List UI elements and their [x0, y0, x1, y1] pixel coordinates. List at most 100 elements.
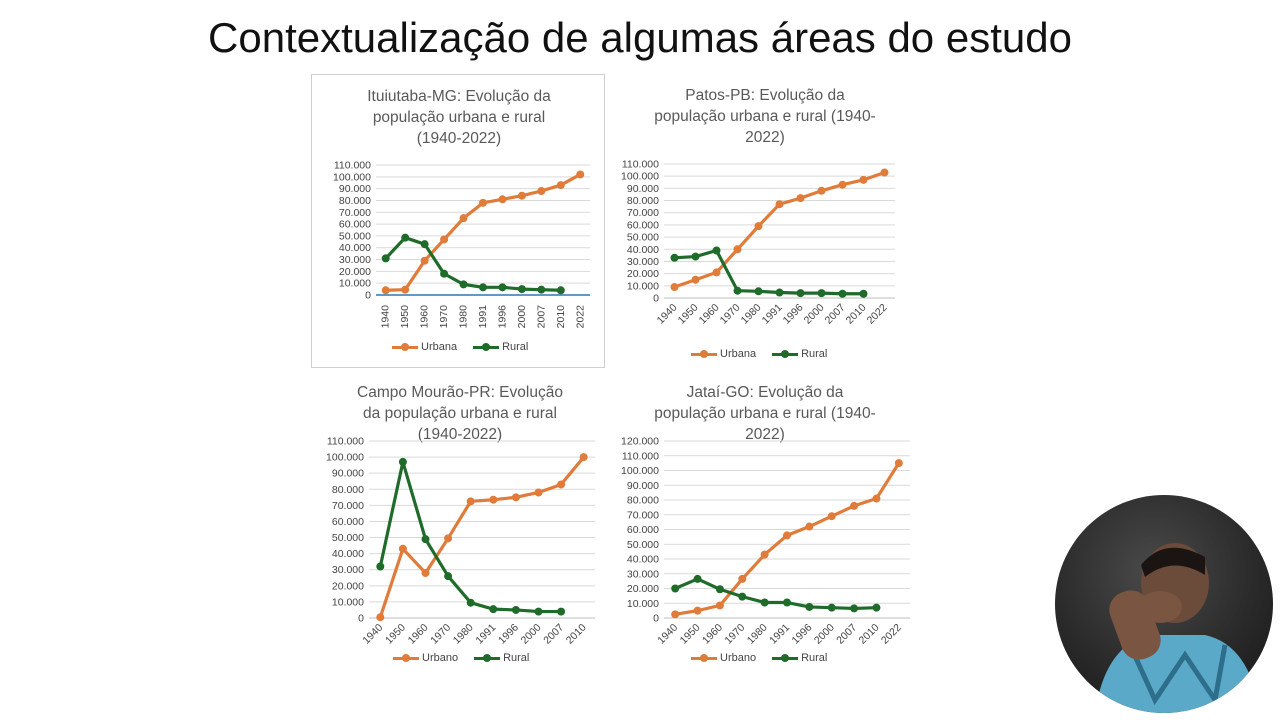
legend-item-rural: Rural	[474, 652, 529, 664]
x-tick-label: 2022	[574, 305, 586, 329]
x-tick-label: 2000	[802, 302, 827, 327]
data-point-urbano	[760, 550, 769, 559]
data-point-rural	[715, 585, 724, 594]
chart-plot: 010.00020.00030.00040.00050.00060.00070.…	[621, 159, 895, 327]
x-tick-label: 1991	[760, 302, 785, 327]
x-tick-label: 1950	[676, 302, 701, 327]
legend-item-urbana: Urbana	[392, 341, 457, 353]
y-tick-label: 50.000	[627, 232, 659, 244]
y-tick-label: 70.000	[339, 207, 371, 219]
chart-jatai[interactable]: Jataí-GO: Evolução da população urbana e…	[605, 374, 925, 674]
data-point-urbano	[376, 613, 385, 622]
x-tick-label: 1940	[655, 622, 680, 647]
legend-item-rural: Rural	[772, 652, 827, 664]
y-tick-label: 90.000	[332, 468, 364, 480]
slide-title: Contextualização de algumas áreas do est…	[208, 14, 1072, 61]
data-point-rural	[498, 283, 507, 292]
legend-label: Urbana	[720, 348, 757, 360]
x-tick-label: 1970	[718, 302, 743, 327]
data-point-rural	[398, 457, 407, 466]
data-point-urbano	[783, 531, 791, 540]
y-tick-label: 90.000	[339, 183, 371, 195]
data-point-rural	[850, 604, 859, 613]
series-line-urbana	[673, 171, 886, 289]
legend-label: Rural	[801, 348, 828, 360]
data-point-urbano	[738, 574, 747, 583]
legend-item-urbano: Urbano	[691, 652, 756, 664]
y-tick-label: 40.000	[332, 548, 364, 560]
y-tick-label: 60.000	[332, 516, 364, 528]
y-tick-label: 100.000	[326, 452, 364, 464]
data-point-urbano	[489, 495, 498, 504]
x-tick-label: 1980	[745, 622, 770, 647]
y-tick-label: 70.000	[627, 207, 659, 219]
y-tick-label: 80.000	[627, 195, 659, 207]
data-point-urbano	[511, 493, 520, 502]
data-point-rural	[859, 289, 868, 298]
x-tick-label: 2010	[844, 302, 869, 327]
data-point-urbana	[459, 214, 468, 223]
data-point-urbano	[894, 459, 903, 468]
data-point-urbana	[556, 181, 565, 190]
x-tick-label: 1996	[781, 302, 806, 327]
x-tick-label: 1940	[655, 302, 680, 327]
data-point-rural	[838, 289, 847, 298]
chart-patos[interactable]: Patos-PB: Evolução da população urbana e…	[605, 74, 925, 368]
data-point-urbana	[880, 168, 889, 177]
x-tick-label: 2007	[834, 622, 859, 647]
data-point-urbana	[479, 198, 487, 207]
y-tick-label: 110.000	[622, 159, 659, 171]
y-tick-label: 100.000	[621, 171, 659, 183]
data-point-urbana	[754, 222, 763, 231]
y-tick-label: 100.000	[621, 465, 659, 477]
data-point-rural	[557, 607, 566, 616]
y-tick-label: 30.000	[339, 254, 371, 266]
chart-ituiutaba[interactable]: Ituiutaba-MG: Evolução da população urba…	[311, 74, 605, 368]
y-tick-label: 20.000	[332, 580, 364, 592]
x-tick-label: 1970	[438, 305, 450, 329]
presenter-image	[1095, 543, 1260, 713]
x-tick-label: 1991	[477, 305, 489, 329]
chart-legend: Urbana Rural	[392, 341, 528, 353]
y-tick-label: 20.000	[627, 583, 659, 595]
data-point-rural	[775, 288, 784, 297]
data-point-rural	[670, 253, 679, 262]
series-line-urbano	[378, 456, 585, 618]
data-point-urbana	[817, 186, 826, 195]
x-tick-label: 2010	[555, 305, 567, 329]
x-tick-label: 1960	[406, 622, 431, 647]
chart-title: Campo Mourão-PR: Evolução da população u…	[357, 384, 563, 443]
chart-plot: 010.00020.00030.00040.00050.00060.00070.…	[621, 436, 910, 647]
y-tick-label: 50.000	[627, 539, 659, 551]
series-line-urbana	[385, 173, 582, 292]
x-tick-label: 1980	[739, 302, 764, 327]
chart-title: Jataí-GO: Evolução da população urbana e…	[654, 384, 876, 443]
webcam-video	[1055, 495, 1273, 713]
legend-label: Rural	[503, 652, 530, 664]
data-point-urbana	[440, 235, 449, 244]
x-tick-label: 1950	[678, 622, 703, 647]
x-tick-label: 1950	[383, 622, 408, 647]
x-tick-label: 1970	[428, 622, 453, 647]
legend-item-rural: Rural	[772, 348, 827, 360]
x-tick-label: 1996	[496, 622, 521, 647]
data-point-rural	[805, 602, 814, 611]
chart-legend: Urbana Rural	[691, 348, 827, 360]
y-tick-label: 110.000	[622, 450, 659, 462]
data-point-urbana	[498, 195, 507, 204]
legend-key	[691, 350, 717, 358]
data-point-rural	[693, 574, 702, 583]
legend-label: Urbano	[422, 652, 459, 664]
x-tick-label: 1960	[419, 305, 431, 329]
x-tick-label: 2022	[879, 622, 904, 647]
x-tick-label: 2010	[564, 622, 589, 647]
x-tick-label: 1960	[697, 302, 722, 327]
data-point-rural	[517, 285, 526, 294]
data-point-urbano	[872, 494, 881, 503]
chart-plot: 010.00020.00030.00040.00050.00060.00070.…	[333, 160, 590, 329]
y-tick-label: 30.000	[627, 256, 659, 268]
y-tick-label: 10.000	[339, 278, 371, 290]
data-point-urbana	[401, 285, 410, 294]
chart-campo-mourao[interactable]: Campo Mourão-PR: Evolução da população u…	[305, 374, 605, 674]
y-tick-label: 30.000	[627, 568, 659, 580]
